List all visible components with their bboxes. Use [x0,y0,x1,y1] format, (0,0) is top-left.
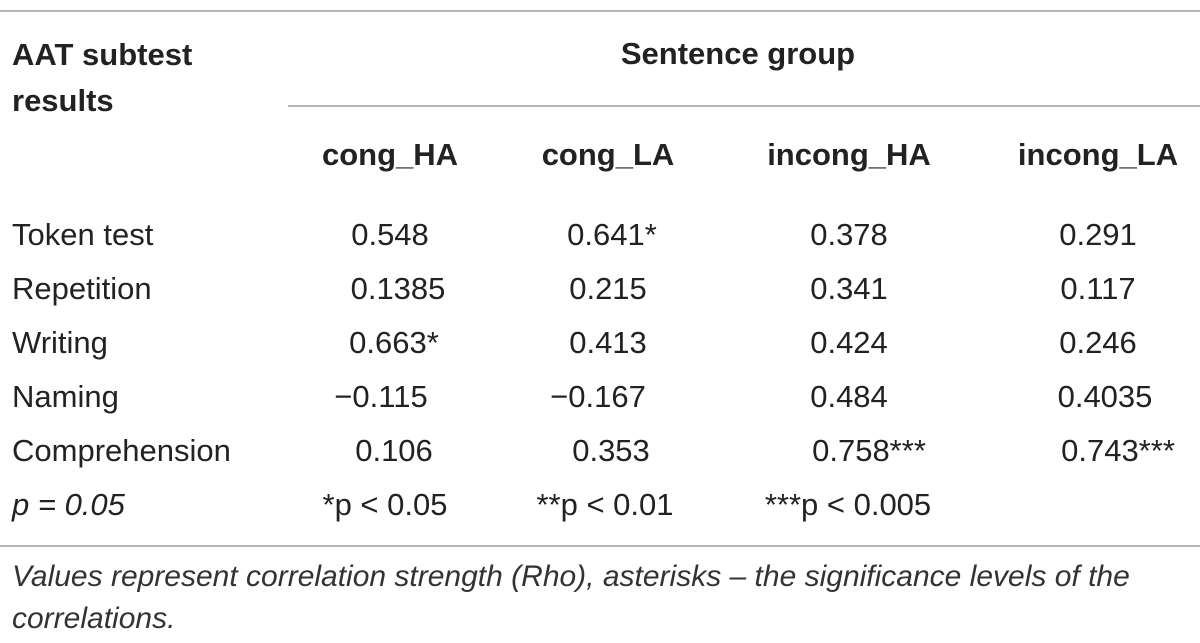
table-cell: 0.378 [810,217,888,252]
column-header-incong-la: incong_LA [1017,137,1179,172]
table-cell: 0.413 [569,325,647,360]
table-cell: −0.115 [334,379,428,414]
table-cell: 0.353 [572,433,650,468]
table-cell: 0.424 [810,325,888,360]
table-cell: **p < 0.01 [536,487,674,522]
row-label: p = 0.05 [12,487,125,522]
table-cell: 0.743*** [1061,433,1175,468]
table-cell: 0.341 [810,271,888,306]
bottom-rule [0,545,1200,547]
column-header-incong-ha: incong_HA [767,137,931,172]
stub-header: AAT subtest results [12,32,192,124]
table-cell: 0.246 [1059,325,1137,360]
table-cell: 0.106 [355,433,433,468]
table-cell: 0.1385 [350,271,446,306]
top-rule [0,10,1200,12]
stub-header-line-1: AAT subtest [12,37,193,72]
table-cell: −0.167 [550,379,646,414]
table-cell: 0.548 [351,217,429,252]
column-header-cong-ha: cong_HA [321,137,459,172]
table-cell: ***p < 0.005 [764,487,932,522]
table-cell: 0.641* [567,217,657,252]
table-cell: 0.663* [349,325,439,360]
row-label: Repetition [12,271,152,306]
table-cell: *p < 0.05 [322,487,448,522]
group-header: Sentence group [620,36,856,71]
table-row: Token test 0.548 0.641* 0.378 0.291 [0,208,1200,262]
table-footnote: Values represent correlation strength (R… [12,560,1130,635]
group-header-rule [288,105,1200,107]
table-row: Naming −0.115 −0.167 0.484 0.4035 [0,370,1200,424]
table-row: p = 0.05 *p < 0.05 **p < 0.01 ***p < 0.0… [0,478,1200,532]
row-label: Naming [12,379,119,414]
stub-header-line-2: results [12,83,114,118]
table-cell: 0.4035 [1057,379,1153,414]
table-cell: 0.291 [1059,217,1137,252]
row-label: Comprehension [12,433,231,468]
table-cell: 0.215 [569,271,647,306]
table-row: Repetition 0.1385 0.215 0.341 0.117 [0,262,1200,316]
column-header-cong-la: cong_LA [541,137,675,172]
table-cell: 0.484 [810,379,888,414]
row-label: Token test [12,217,154,252]
table-cell: 0.758*** [812,433,926,468]
table-row: Comprehension 0.106 0.353 0.758*** 0.743… [0,424,1200,478]
table-cell: 0.117 [1060,271,1136,306]
table-row: Writing 0.663* 0.413 0.424 0.246 [0,316,1200,370]
row-label: Writing [12,325,108,360]
